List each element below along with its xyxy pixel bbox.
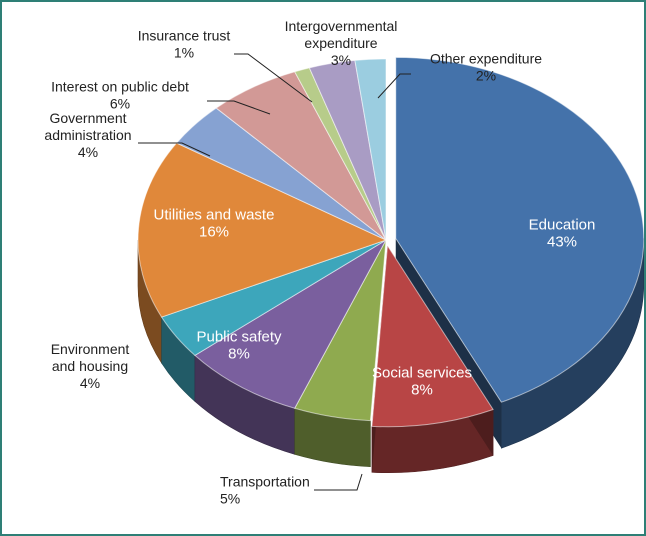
label-other-expenditure: Other expenditure 2% <box>430 51 542 84</box>
label-government-administration-line-2: 4% <box>78 144 98 160</box>
label-other-expenditure-line-1: 2% <box>476 68 496 84</box>
slice-social-services <box>371 244 494 428</box>
label-interest-on-public-debt-line-1: 6% <box>110 96 130 112</box>
label-government-administration: Government administration 4% <box>44 110 131 160</box>
label-other-expenditure-line-0: Other expenditure <box>430 51 542 67</box>
label-education-line-0: Education <box>529 217 596 234</box>
slice-education <box>395 56 644 403</box>
label-transportation: Transportation 5% <box>220 474 310 507</box>
label-insurance-trust: Insurance trust 1% <box>138 28 231 61</box>
label-environment-and-housing-line-1: and housing <box>52 358 128 374</box>
label-transportation-leader <box>314 473 363 491</box>
slice-utilities-and-waste <box>137 142 388 318</box>
label-transportation-line-0: Transportation <box>220 474 310 490</box>
label-other-expenditure-leader <box>377 73 411 99</box>
label-education-line-1: 43% <box>547 234 577 251</box>
label-government-administration-line-1: administration <box>44 127 131 143</box>
label-education: Education 43% <box>529 217 596 251</box>
label-intergovernmental-expenditure-line-0: Intergovernmental <box>285 18 398 34</box>
label-utilities-and-waste-line-0: Utilities and waste <box>154 207 275 224</box>
label-transportation-line-1: 5% <box>220 491 240 507</box>
label-environment-and-housing-line-0: Environment <box>51 341 130 357</box>
label-interest-on-public-debt: Interest on public debt 6% <box>51 79 189 112</box>
label-interest-on-public-debt-line-0: Interest on public debt <box>51 79 189 95</box>
label-public-safety: Public safety 8% <box>196 329 282 363</box>
label-government-administration-leader <box>138 142 211 157</box>
label-public-safety-line-1: 8% <box>228 346 250 363</box>
pie-tops <box>137 56 644 428</box>
slice-other-expenditure <box>354 58 387 241</box>
label-social-services-line-0: Social services <box>372 365 472 382</box>
label-environment-and-housing-line-2: 4% <box>80 375 100 391</box>
pie-labels: Education 43%Social services 8%Transportat… <box>44 18 595 507</box>
slice-public-safety <box>194 238 388 409</box>
label-utilities-and-waste-line-1: 16% <box>199 224 229 241</box>
label-social-services: Social services 8% <box>372 365 472 399</box>
label-environment-and-housing: Environment and housing 4% <box>51 341 130 391</box>
label-insurance-trust-leader <box>234 53 313 103</box>
label-intergovernmental-expenditure-line-2: 3% <box>331 52 351 68</box>
label-government-administration-line-0: Government <box>49 110 126 126</box>
label-insurance-trust-line-0: Insurance trust <box>138 28 231 44</box>
label-utilities-and-waste: Utilities and waste 16% <box>154 207 275 241</box>
label-intergovernmental-expenditure-line-1: expenditure <box>304 35 377 51</box>
label-insurance-trust-line-1: 1% <box>174 45 194 61</box>
label-interest-on-public-debt-leader <box>207 100 271 115</box>
label-social-services-line-1: 8% <box>411 382 433 399</box>
label-public-safety-line-0: Public safety <box>196 329 282 346</box>
label-intergovernmental-expenditure: Intergovernmental expenditure 3% <box>285 18 398 68</box>
